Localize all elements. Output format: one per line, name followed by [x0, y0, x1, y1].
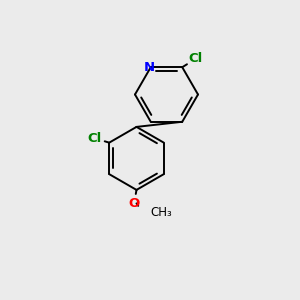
Text: Cl: Cl [189, 52, 203, 65]
Text: Cl: Cl [87, 132, 101, 145]
Text: CH₃: CH₃ [151, 206, 172, 220]
Text: N: N [144, 61, 155, 74]
Text: O: O [128, 197, 140, 210]
